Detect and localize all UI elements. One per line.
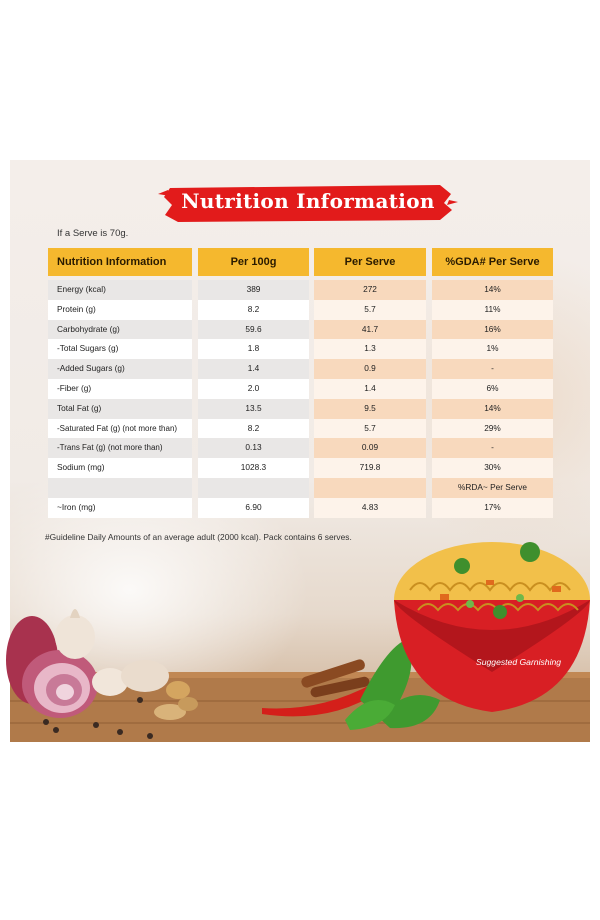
table-cell: 272 <box>314 280 426 300</box>
table-cell: %RDA~ Per Serve <box>432 477 553 498</box>
table-cell: 1.8 <box>198 339 309 360</box>
table-cell: -Total Sugars (g) <box>48 339 192 360</box>
table-cell: 6% <box>432 378 553 399</box>
table-cell: Total Fat (g) <box>48 398 192 419</box>
table-cell: 8.2 <box>198 299 309 320</box>
table-cell: 1028.3 <box>198 458 309 478</box>
column-header: Per 100g <box>198 248 309 276</box>
table-cell: 17% <box>432 497 553 518</box>
table-cell: 8.2 <box>198 418 309 439</box>
table-cell <box>48 477 192 498</box>
table-cell <box>198 477 309 498</box>
table-cell: -Saturated Fat (g) (not more than) <box>48 418 192 439</box>
table-cell: 1.4 <box>198 359 309 379</box>
table-cell: 719.8 <box>314 458 426 478</box>
table-cell: 1.3 <box>314 339 426 360</box>
gda-column: %GDA# Per Serve 14% 11% 16% 1% - 6% 14% … <box>432 248 553 518</box>
table-cell: 0.13 <box>198 438 309 459</box>
table-cell: 1.4 <box>314 378 426 399</box>
table-cell: - <box>432 359 553 379</box>
serve-note: If a Serve is 70g. <box>57 228 129 239</box>
table-cell: -Fiber (g) <box>48 378 192 399</box>
table-cell: Energy (kcal) <box>48 280 192 300</box>
table-cell: 14% <box>432 280 553 300</box>
table-cell: 11% <box>432 299 553 320</box>
garnish-label: Suggested Garnishing <box>476 657 562 667</box>
table-cell: 2.0 <box>198 378 309 399</box>
table-cell: 13.5 <box>198 398 309 419</box>
per-100g-column: Per 100g 389 8.2 59.6 1.8 1.4 2.0 13.5 8… <box>198 248 309 518</box>
table-cell: Sodium (mg) <box>48 458 192 478</box>
table-cell: 0.9 <box>314 359 426 379</box>
table-cell: 389 <box>198 280 309 300</box>
table-cell: 29% <box>432 418 553 439</box>
per-serve-column: Per Serve 272 5.7 41.7 1.3 0.9 1.4 9.5 5… <box>314 248 426 518</box>
table-cell: ~Iron (mg) <box>48 497 192 518</box>
table-cell: 41.7 <box>314 319 426 340</box>
column-header: Per Serve <box>314 248 426 276</box>
table-cell: 5.7 <box>314 299 426 320</box>
table-cell: 1% <box>432 339 553 360</box>
table-cell: Carbohydrate (g) <box>48 319 192 340</box>
table-cell: -Trans Fat (g) (not more than) <box>48 438 192 459</box>
column-header: Nutrition Information <box>48 248 192 276</box>
column-header: %GDA# Per Serve <box>432 248 553 276</box>
nutrient-column: Nutrition Information Energy (kcal) Prot… <box>48 248 192 518</box>
table-cell: 4.83 <box>314 497 426 518</box>
table-cell <box>314 477 426 498</box>
table-cell: 0.09 <box>314 438 426 459</box>
table-cell: -Added Sugars (g) <box>48 359 192 379</box>
table-cell: 59.6 <box>198 319 309 340</box>
footnote: #Guideline Daily Amounts of an average a… <box>45 532 352 542</box>
table-cell: 14% <box>432 398 553 419</box>
table-cell: 6.90 <box>198 497 309 518</box>
table-cell: 30% <box>432 458 553 478</box>
table-cell: - <box>432 438 553 459</box>
table-cell: Protein (g) <box>48 299 192 320</box>
table-cell: 9.5 <box>314 398 426 419</box>
table-cell: 16% <box>432 319 553 340</box>
table-cell: 5.7 <box>314 418 426 439</box>
page-title: Nutrition Information <box>181 189 435 213</box>
